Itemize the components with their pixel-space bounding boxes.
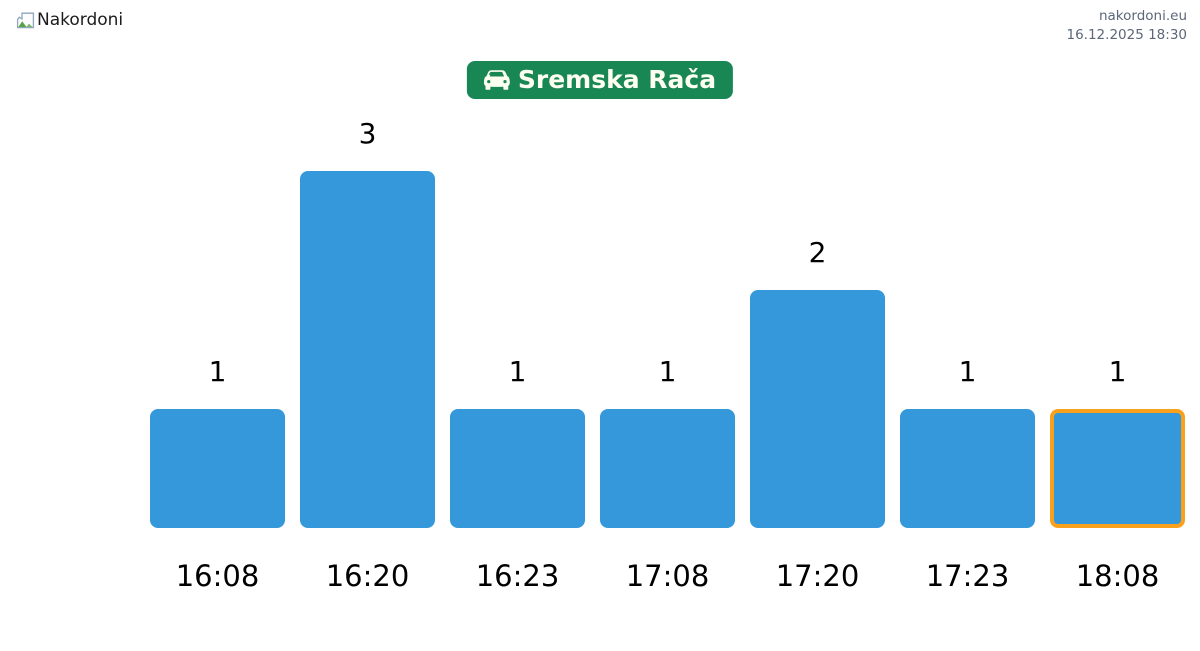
bar-column: 1 <box>450 358 585 528</box>
bar-selected[interactable] <box>1050 409 1185 528</box>
bar[interactable] <box>450 409 585 528</box>
bar-chart: 1 3 1 1 2 1 1 <box>150 100 1185 528</box>
bar-value-label: 1 <box>1108 355 1127 388</box>
bar[interactable] <box>300 171 435 528</box>
bar-column: 1 <box>600 358 735 528</box>
bar-value-label: 2 <box>808 236 827 269</box>
logo-alt-text: Nakordoni <box>37 10 124 30</box>
bar[interactable] <box>150 409 285 528</box>
x-axis-label: 17:23 <box>925 559 1010 593</box>
bar-value-label: 1 <box>658 355 677 388</box>
bar[interactable] <box>600 409 735 528</box>
x-axis-label: 17:20 <box>775 559 860 593</box>
site-logo[interactable]: Nakordoni <box>16 10 123 30</box>
x-axis: 16:08 16:20 16:23 17:08 17:20 17:23 18:08 <box>150 559 1185 594</box>
bar-column: 2 <box>750 239 885 528</box>
car-front-icon <box>483 67 510 93</box>
bar-column: 3 <box>300 120 435 528</box>
x-axis-label: 16:20 <box>325 559 410 593</box>
bar-value-label: 1 <box>508 355 527 388</box>
timestamp: 16.12.2025 18:30 <box>1066 26 1188 43</box>
bar-value-label: 1 <box>958 355 977 388</box>
bar-column: 1 <box>1050 358 1185 528</box>
bar[interactable] <box>900 409 1035 528</box>
bar-value-label: 3 <box>358 117 377 150</box>
bar-column: 1 <box>150 358 285 528</box>
broken-image-icon <box>16 12 35 29</box>
title-badge: Sremska Rača <box>466 61 734 99</box>
x-axis-label: 18:08 <box>1075 559 1160 593</box>
x-axis-label: 16:08 <box>175 559 260 593</box>
bar[interactable] <box>750 290 885 528</box>
bar-value-label: 1 <box>208 355 227 388</box>
x-axis-label: 16:23 <box>475 559 560 593</box>
header-info: nakordoni.eu 16.12.2025 18:30 <box>1067 7 1188 45</box>
site-name[interactable]: nakordoni.eu <box>1098 8 1187 24</box>
x-axis-label: 17:08 <box>625 559 710 593</box>
chart-title: Sremska Rača <box>517 65 717 94</box>
bar-column: 1 <box>900 358 1035 528</box>
